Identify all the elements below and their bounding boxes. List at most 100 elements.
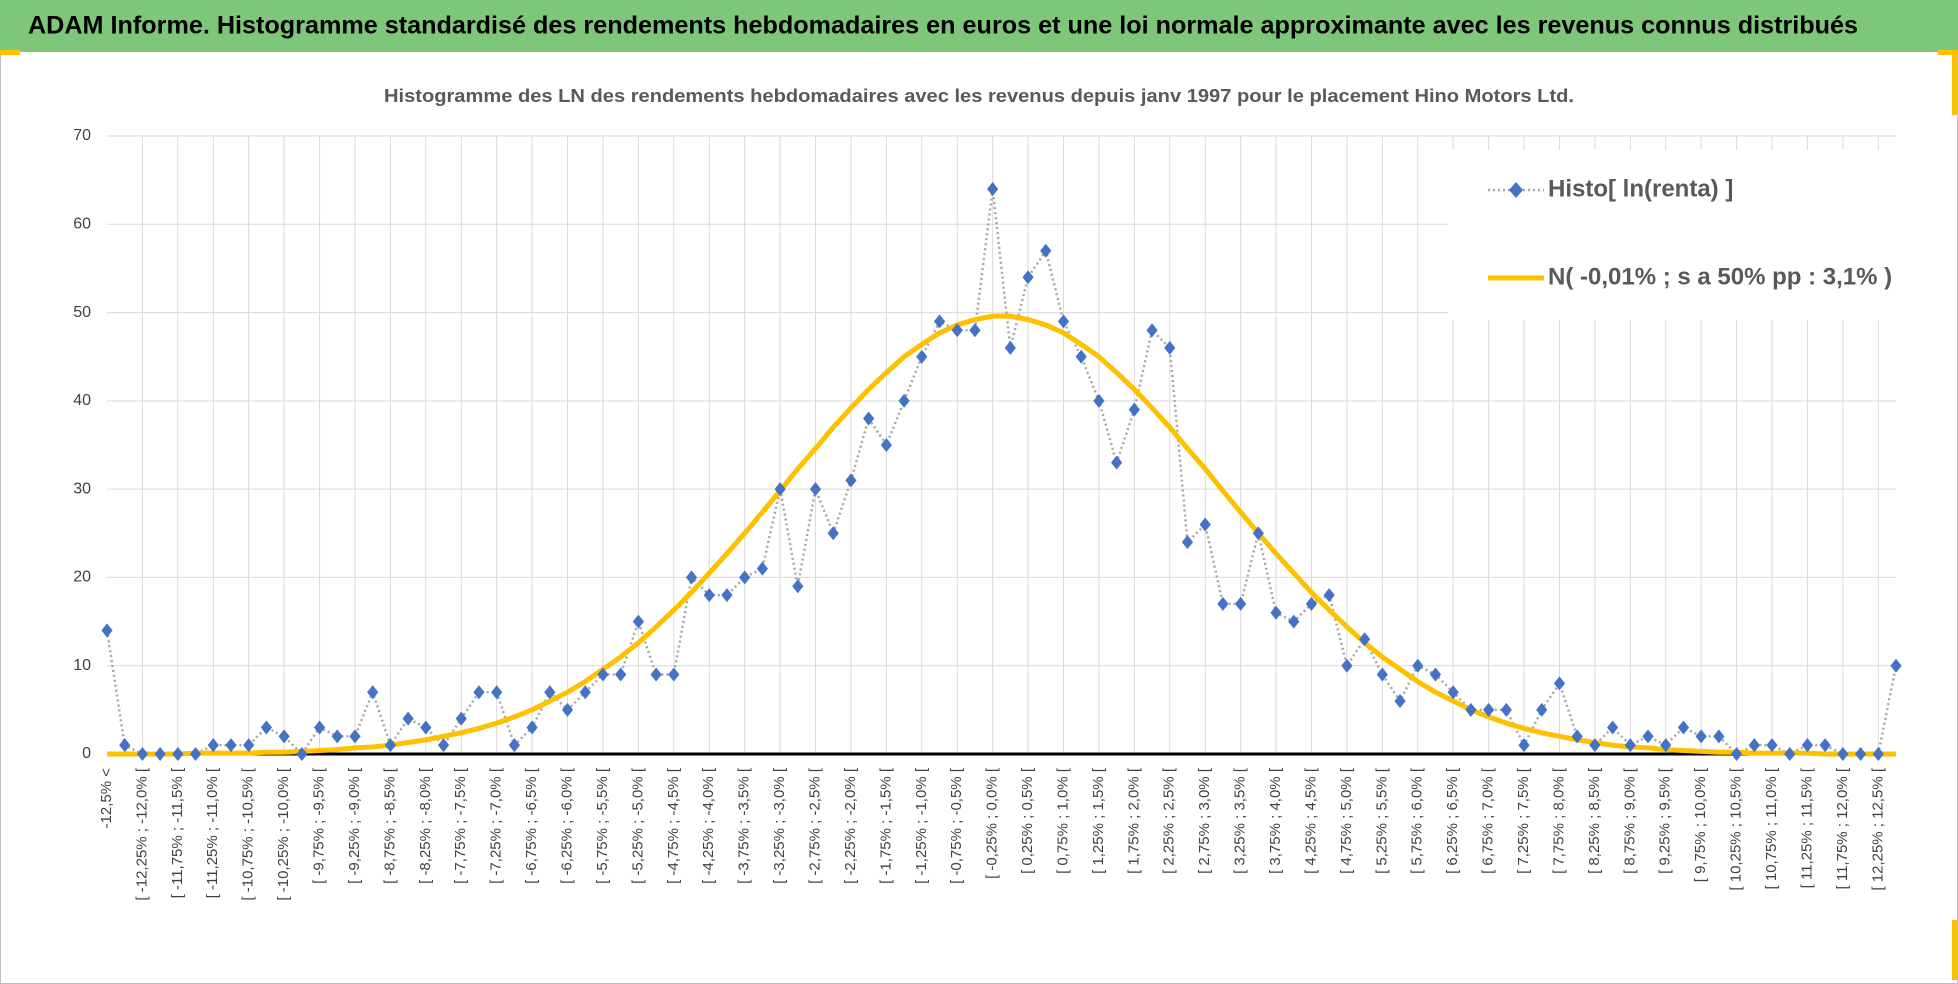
data-point xyxy=(1305,596,1318,611)
data-point xyxy=(1288,614,1300,629)
corner-mark xyxy=(0,50,20,55)
x-tick-label: [ -3,75% ; -3,5% [ xyxy=(736,767,753,884)
data-point xyxy=(969,323,981,338)
x-tick-label: [ 10,75% ; 11,0% [ xyxy=(1763,767,1780,889)
data-point xyxy=(1341,658,1353,673)
x-tick-label: [ 7,75% ; 8,0% [ xyxy=(1550,767,1567,874)
data-point xyxy=(1199,517,1211,532)
data-point xyxy=(1323,588,1335,603)
data-point xyxy=(987,181,999,196)
x-tick-label: [ -8,25% ; -8,0% [ xyxy=(417,767,434,884)
data-point xyxy=(1854,747,1867,761)
x-tick-label: [ 8,75% ; 9,0% [ xyxy=(1621,767,1638,874)
data-point xyxy=(1270,605,1282,620)
data-point xyxy=(916,349,928,364)
data-point xyxy=(792,579,804,594)
x-tick-label: [ -1,75% ; -1,5% [ xyxy=(877,767,894,884)
x-tick-label: [ 2,25% ; 2,5% [ xyxy=(1161,767,1178,874)
data-point xyxy=(1801,738,1814,753)
data-point xyxy=(1093,393,1105,408)
data-point xyxy=(473,685,485,700)
data-point xyxy=(1394,694,1406,709)
data-point xyxy=(1784,747,1796,761)
data-point xyxy=(508,738,520,753)
data-point xyxy=(1376,667,1388,682)
x-tick-label: [ -4,75% ; -4,5% [ xyxy=(665,767,682,884)
data-point xyxy=(384,738,397,753)
x-tick-label: [ -7,75% ; -7,5% [ xyxy=(452,767,469,884)
data-point xyxy=(1606,720,1619,735)
data-point xyxy=(172,747,184,761)
x-tick-label: [ 4,75% ; 5,0% [ xyxy=(1338,767,1355,874)
data-point xyxy=(1447,685,1459,700)
data-point xyxy=(1022,270,1034,285)
data-point xyxy=(632,614,644,629)
data-point xyxy=(1359,632,1371,647)
x-tick-label: [ 5,25% ; 5,5% [ xyxy=(1373,767,1390,874)
data-point xyxy=(119,738,131,753)
x-tick-label: [ -9,25% ; -9,0% [ xyxy=(346,767,363,884)
x-tick-label: [ -10,25% ; -10,0% [ xyxy=(275,767,292,900)
data-point xyxy=(561,702,574,717)
data-point xyxy=(1500,702,1512,717)
data-point xyxy=(721,588,733,603)
header-bar xyxy=(0,0,1958,52)
data-point xyxy=(1677,720,1690,735)
x-tick-label: [ 7,25% ; 7,5% [ xyxy=(1515,767,1532,874)
data-point xyxy=(455,711,467,726)
x-tick-label: [ -2,25% ; -2,0% [ xyxy=(842,767,859,884)
data-point xyxy=(331,729,343,744)
data-point xyxy=(1713,729,1725,744)
x-tick-label: [ 9,25% ; 9,5% [ xyxy=(1657,767,1674,874)
x-tick-label: [ 3,25% ; 3,5% [ xyxy=(1232,767,1249,874)
data-point xyxy=(278,729,290,744)
data-point xyxy=(774,482,786,497)
x-tick-label: [ -3,25% ; -3,0% [ xyxy=(771,767,788,884)
legend-label: Histo[ ln(renta) ] xyxy=(1548,175,1733,202)
x-tick-label: [ 3,75% ; 4,0% [ xyxy=(1267,767,1284,874)
data-point xyxy=(420,720,432,735)
y-tick-label: 30 xyxy=(73,480,91,497)
x-tick-label: [ 0,75% ; 1,0% [ xyxy=(1054,767,1071,874)
data-point xyxy=(1465,702,1477,717)
data-point xyxy=(243,738,255,753)
y-tick-label: 0 xyxy=(82,745,91,762)
x-tick-label: [ -9,75% ; -9,5% [ xyxy=(311,767,328,884)
data-point xyxy=(1252,526,1264,541)
x-tick-label: [ 11,25% ; 11,5% [ xyxy=(1798,767,1815,888)
data-point xyxy=(1146,323,1158,338)
data-point xyxy=(756,561,768,576)
data-point xyxy=(615,667,627,682)
corner-mark xyxy=(1938,50,1958,55)
data-point xyxy=(1217,596,1229,611)
data-point xyxy=(597,667,609,682)
data-point xyxy=(1235,596,1247,611)
data-point xyxy=(668,667,680,682)
x-tick-label: [ -6,75% ; -6,5% [ xyxy=(523,767,540,884)
data-point xyxy=(296,747,308,761)
data-point xyxy=(951,323,963,338)
data-point xyxy=(1748,738,1760,753)
x-tick-label: [ -0,25% ; 0,0% [ xyxy=(984,767,1001,879)
series-line xyxy=(105,188,1898,756)
x-tick-label: [ -8,75% ; -8,5% [ xyxy=(381,767,398,884)
data-point xyxy=(136,747,149,761)
x-tick-label: [ 1,25% ; 1,5% [ xyxy=(1090,767,1107,874)
legend-box xyxy=(1448,150,1898,320)
data-point xyxy=(1057,314,1070,329)
corner-mark xyxy=(1952,920,1957,980)
page-title: ADAM Informe. Histogramme standardisé de… xyxy=(28,12,1858,40)
data-point xyxy=(1837,747,1849,761)
x-tick-label: -12,5% < xyxy=(98,768,115,829)
x-tick-label: [ -12,25% ; -12,0% [ xyxy=(133,767,150,900)
data-point xyxy=(739,570,751,585)
x-tick-label: [ 10,25% ; 10,5% [ xyxy=(1728,767,1745,890)
data-point xyxy=(827,526,839,541)
data-point xyxy=(402,711,414,726)
x-tick-label: [ -11,75% ; -11,5% [ xyxy=(169,767,186,898)
y-tick-label: 50 xyxy=(73,304,91,321)
y-tick-label: 70 xyxy=(73,127,91,144)
data-point xyxy=(313,720,326,735)
